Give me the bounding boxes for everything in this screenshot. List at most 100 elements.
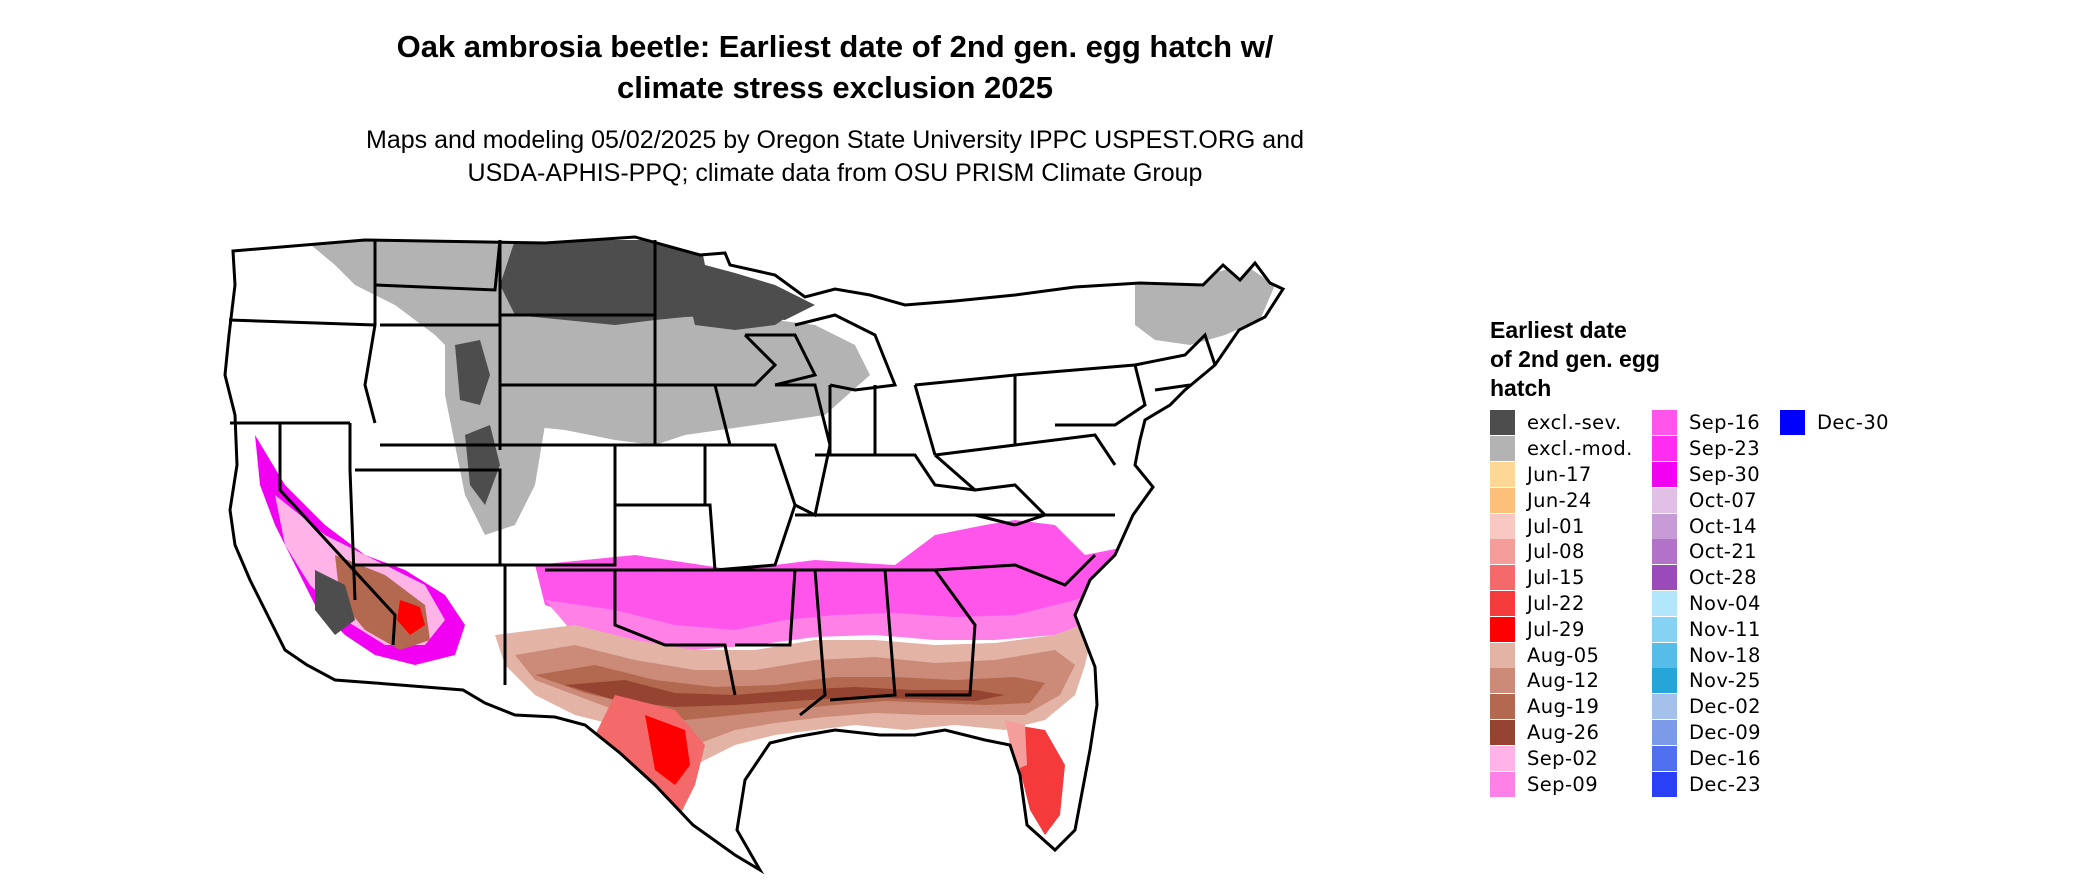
legend-swatch: [1490, 694, 1515, 720]
legend-swatch: [1490, 590, 1515, 616]
legend-item: Aug-19: [1490, 694, 1633, 720]
border-mt: [374, 239, 502, 292]
legend-item: Jul-22: [1490, 590, 1633, 617]
legend-label: Jul-01: [1527, 514, 1585, 538]
legend-swatch: [1652, 642, 1677, 668]
border-wi: [745, 333, 818, 387]
legend-item: excl.-mod.: [1490, 436, 1633, 462]
legend-item: Jul-15: [1490, 565, 1633, 591]
title-line-2: climate stress exclusion 2025: [617, 70, 1053, 105]
border-al-ga: [815, 568, 897, 702]
legend-item: Sep-30: [1652, 461, 1761, 488]
legend-item: Sep-09: [1490, 771, 1633, 797]
legend-swatch: [1652, 461, 1677, 487]
hatch-date-raster: [255, 240, 1275, 835]
legend-label: Oct-21: [1689, 540, 1757, 564]
border-wv-va: [934, 453, 1048, 527]
legend-swatch: [1490, 513, 1515, 539]
legend-swatch: [1652, 668, 1677, 694]
border-nv-ut: [348, 423, 357, 601]
legend-label: Jul-29: [1527, 617, 1585, 641]
border-mi: [794, 313, 898, 392]
border-wa-or: [228, 318, 376, 327]
legend-item: Dec-23: [1652, 771, 1761, 797]
border-mn: [653, 240, 778, 387]
legend-swatch: [1490, 565, 1515, 591]
legend-label: Sep-30: [1689, 462, 1761, 486]
legend-swatch: [1490, 461, 1515, 487]
legend-item: Jun-17: [1490, 461, 1633, 488]
legend-swatch: [1652, 616, 1677, 642]
subtitle-line-1: Maps and modeling 05/02/2025 by Oregon S…: [366, 126, 1304, 154]
legend-label: Dec-02: [1689, 695, 1761, 719]
border-ks-ok: [615, 503, 717, 572]
legend-label: Jul-22: [1527, 591, 1585, 615]
legend-swatch: [1652, 539, 1677, 565]
legend-swatch: [1652, 590, 1677, 616]
legend-label: Jun-24: [1527, 488, 1592, 512]
legend-label: excl.-sev.: [1527, 411, 1622, 435]
legend-column-2: Sep-16 Sep-23 Sep-30 Oct-07 Oct-14 Oct-21 Oct-…: [1652, 410, 1761, 797]
legend-label: Aug-19: [1527, 695, 1600, 719]
legend-label: Dec-16: [1689, 746, 1761, 770]
legend-label: Nov-11: [1689, 617, 1761, 641]
legend-label: Nov-04: [1689, 591, 1761, 615]
border-ar-la: [715, 568, 797, 647]
legend-item: Sep-23: [1652, 436, 1761, 462]
legend-swatch: [1490, 616, 1515, 642]
legend-item: Aug-05: [1490, 642, 1633, 668]
sep-pink: [545, 585, 1115, 650]
legend-item: Jul-08: [1490, 539, 1633, 565]
sw-red: [397, 600, 425, 635]
border-id-west: [363, 240, 377, 424]
legend-label: Jul-15: [1527, 566, 1585, 590]
legend-swatch: [1780, 410, 1805, 436]
border-ga-fl: [885, 568, 977, 697]
legend-swatch: [1490, 668, 1515, 694]
sep-band: [535, 520, 1135, 640]
legend-item: Aug-12: [1490, 668, 1633, 694]
legend-swatch: [1652, 487, 1677, 513]
border-new-england: [1134, 332, 1217, 392]
legend-label: Sep-23: [1689, 437, 1761, 461]
legend-swatch: [1652, 436, 1677, 462]
state-borders: [223, 235, 1286, 875]
legend-column-3: Dec-30: [1780, 410, 1889, 436]
tx-red-strong: [645, 715, 690, 785]
legend-label: Dec-23: [1689, 772, 1761, 796]
border-oh-pa: [913, 373, 1017, 457]
legend-swatch: [1652, 513, 1677, 539]
legend-item: Nov-25: [1652, 668, 1761, 694]
legend-item: Nov-18: [1652, 642, 1761, 668]
title-line-1: Oak ambrosia beetle: Earliest date of 2n…: [396, 29, 1274, 64]
border-nv-ca: [278, 423, 397, 646]
excl-sev-wyoming: [455, 340, 490, 405]
legend-item: Dec-02: [1652, 694, 1761, 720]
legend-label: Oct-07: [1689, 488, 1757, 512]
fl-red: [1015, 725, 1065, 835]
legend-item: Aug-26: [1490, 719, 1633, 746]
legend-label: Jun-17: [1527, 462, 1592, 486]
legend-swatch: [1652, 410, 1677, 436]
legend-item: Jun-24: [1490, 487, 1633, 513]
subtitle-line-2: USDA-APHIS-PPQ; climate data from OSU PR…: [467, 159, 1203, 187]
legend-label: excl.-mod.: [1527, 437, 1633, 461]
legend-item: Dec-30: [1780, 410, 1889, 436]
legend-swatch: [1490, 539, 1515, 565]
legend-swatch: [1652, 719, 1677, 745]
legend-item: Sep-16: [1652, 410, 1761, 436]
legend-label: Sep-02: [1527, 746, 1599, 770]
legend-swatch: [1652, 694, 1677, 720]
legend-item: excl.-sev.: [1490, 410, 1633, 436]
legend-label: Nov-18: [1689, 643, 1761, 667]
legend-label: Jul-08: [1527, 540, 1585, 564]
us-outline: [223, 235, 1286, 875]
legend-label: Oct-14: [1689, 514, 1757, 538]
legend-label: Sep-09: [1527, 772, 1599, 796]
legend-swatch: [1652, 745, 1677, 771]
legend-item: Jul-01: [1490, 513, 1633, 539]
border-nc-sc: [934, 553, 1097, 587]
legend-label: Sep-16: [1689, 411, 1761, 435]
legend-item: Oct-28: [1652, 565, 1761, 591]
legend-swatch: [1652, 771, 1677, 797]
